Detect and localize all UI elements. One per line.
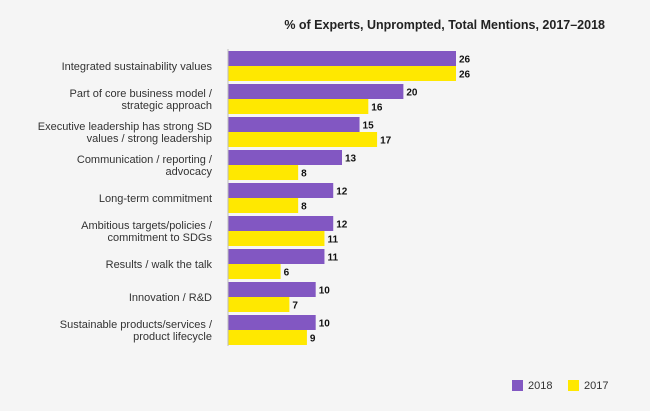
bars-layer: Integrated sustainability values 26 26 Part… xyxy=(38,51,471,345)
bar-2018 xyxy=(228,249,325,264)
category-label: Ambitious targets/policies / commitment t… xyxy=(81,220,213,244)
bar-2018 xyxy=(228,183,334,198)
bar-2017 xyxy=(228,330,307,345)
legend-swatch-2018 xyxy=(512,380,523,391)
value-label-2018: 26 xyxy=(459,55,471,66)
value-label-2017: 8 xyxy=(301,202,307,213)
bar-2017 xyxy=(228,297,290,312)
value-label-2017: 6 xyxy=(284,268,290,279)
value-label-2017: 8 xyxy=(301,169,307,180)
value-label-2017: 11 xyxy=(327,235,338,246)
category-label: Executive leadership has strong SD values… xyxy=(38,121,212,145)
value-label-2017: 16 xyxy=(371,103,383,114)
value-label-2018: 20 xyxy=(406,88,418,99)
value-label-2018: 13 xyxy=(345,154,357,165)
chart-title: % of Experts, Unprompted, Total Mentions… xyxy=(284,18,605,32)
value-label-2017: 26 xyxy=(459,70,471,81)
category-label-line: Ambitious targets/policies / xyxy=(81,220,213,232)
bar-2017 xyxy=(228,264,281,279)
category-label-line: Results / walk the talk xyxy=(106,259,213,271)
bar-2018 xyxy=(228,216,334,231)
bar-2017 xyxy=(228,132,378,147)
bar-2018 xyxy=(228,117,360,132)
category-label-line: values / strong leadership xyxy=(87,133,212,145)
value-label-2017: 7 xyxy=(292,301,298,312)
legend-label-2017: 2017 xyxy=(584,380,608,392)
category-label: Communication / reporting / advocacy xyxy=(77,154,213,178)
category-label-line: product lifecycle xyxy=(133,331,212,343)
bar-2017 xyxy=(228,99,369,114)
bar-2017 xyxy=(228,165,299,180)
bar-2017 xyxy=(228,198,299,213)
bar-2018 xyxy=(228,51,456,66)
legend: 2018 2017 xyxy=(512,380,608,392)
category-label-line: Executive leadership has strong SD xyxy=(38,121,212,133)
category-label-line: Long-term commitment xyxy=(99,193,212,205)
value-label-2017: 9 xyxy=(310,334,316,345)
category-label-line: commitment to SDGs xyxy=(107,232,212,244)
value-label-2018: 10 xyxy=(319,319,331,330)
category-label-line: Sustainable products/services / xyxy=(60,319,213,331)
category-label: Long-term commitment xyxy=(99,193,212,205)
value-label-2018: 12 xyxy=(336,220,348,231)
category-label: Integrated sustainability values xyxy=(62,61,213,73)
bar-2017 xyxy=(228,66,456,81)
category-label-line: advocacy xyxy=(166,166,213,178)
category-label-line: Communication / reporting / xyxy=(77,154,213,166)
category-label: Part of core business model / strategic a… xyxy=(70,88,213,112)
value-label-2018: 11 xyxy=(327,253,338,264)
legend-swatch-2017 xyxy=(568,380,579,391)
category-label: Results / walk the talk xyxy=(106,259,213,271)
bar-2018 xyxy=(228,315,316,330)
value-label-2018: 10 xyxy=(319,286,331,297)
bar-2018 xyxy=(228,282,316,297)
category-label-line: Part of core business model / xyxy=(70,88,213,100)
value-label-2017: 17 xyxy=(380,136,392,147)
legend-label-2018: 2018 xyxy=(528,380,552,392)
category-label: Innovation / R&D xyxy=(129,292,212,304)
category-label: Sustainable products/services / product l… xyxy=(60,319,213,343)
category-label-line: Innovation / R&D xyxy=(129,292,212,304)
value-label-2018: 12 xyxy=(336,187,348,198)
bar-2018 xyxy=(228,150,342,165)
bar-2017 xyxy=(228,231,325,246)
value-label-2018: 15 xyxy=(363,121,375,132)
category-label-line: strategic approach xyxy=(122,100,213,112)
bar-2018 xyxy=(228,84,404,99)
category-label-line: Integrated sustainability values xyxy=(62,61,213,73)
